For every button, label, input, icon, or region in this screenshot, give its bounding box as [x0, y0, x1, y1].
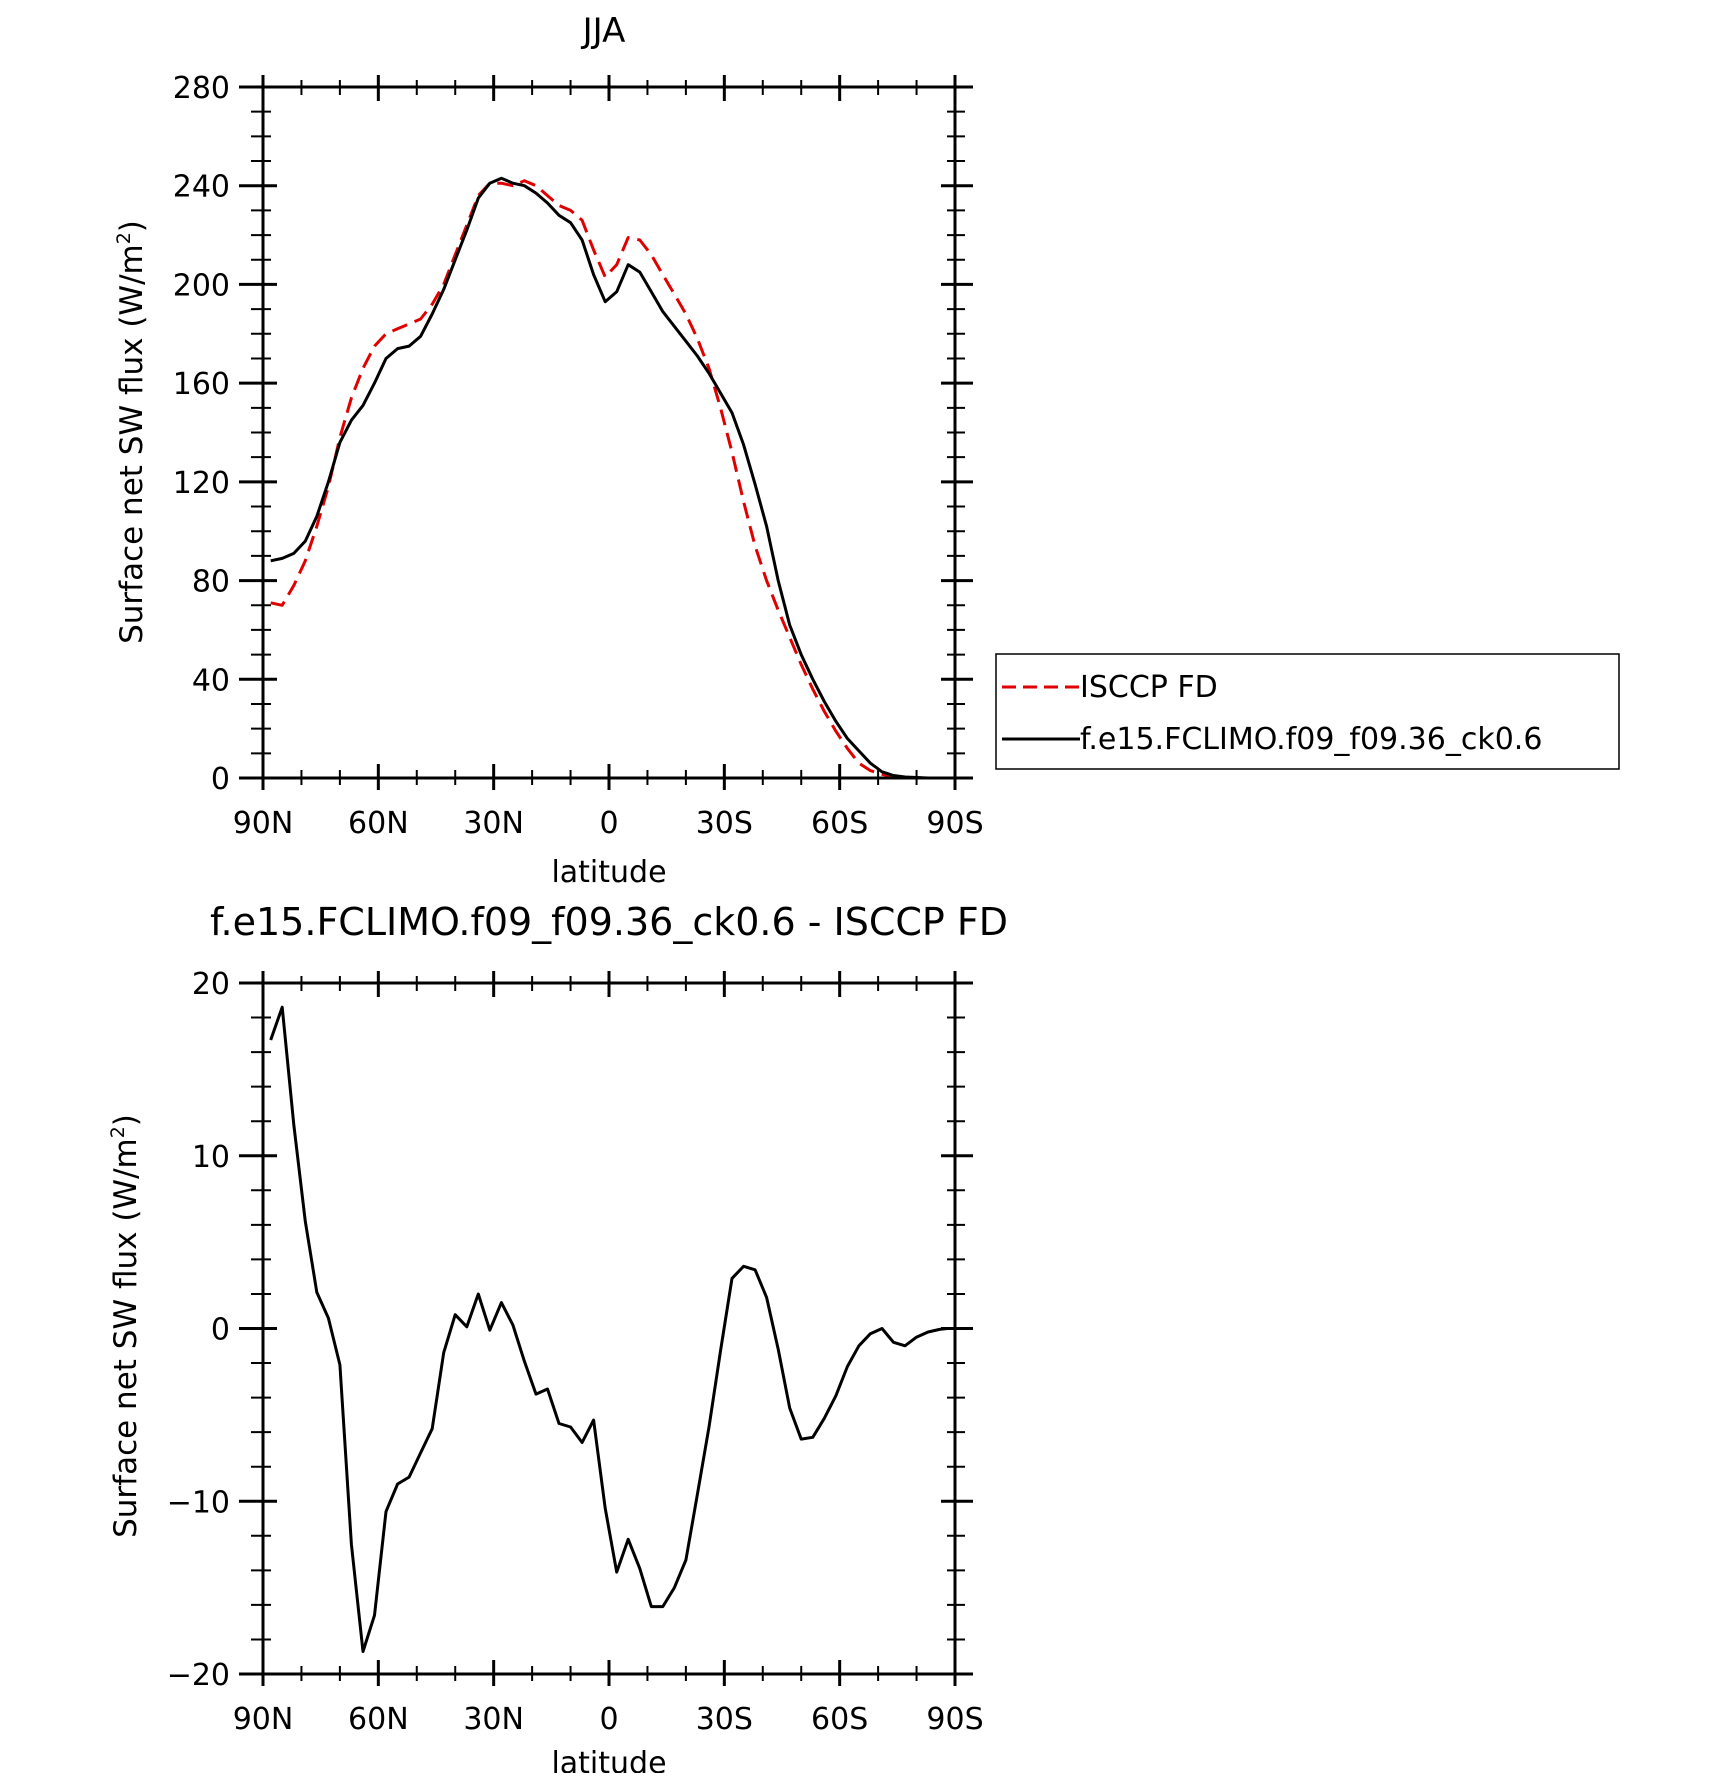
bottom-chart-series — [269, 1005, 948, 1653]
top-y-axis-label-text: Surface net SW flux (W/m — [114, 244, 150, 644]
bottom-y-axis-label: Surface net SW flux (W/m2) — [107, 1114, 144, 1538]
top-y-axis-label-close: ) — [114, 220, 150, 232]
top-y-axis-label-sup: 2 — [113, 232, 135, 244]
x-tick-label: 30N — [463, 806, 524, 841]
x-tick-label: 60N — [348, 1702, 409, 1737]
y-tick-label: 160 — [173, 367, 230, 402]
y-tick-label: 120 — [173, 466, 230, 501]
y-tick-label: 280 — [173, 71, 230, 106]
x-tick-label: 30S — [696, 806, 753, 841]
y-tick-label: 240 — [173, 170, 230, 205]
x-tick-label: 30N — [463, 1702, 524, 1737]
top-chart-ticks — [239, 75, 973, 790]
legend-label-model: f.e15.FCLIMO.f09_f09.36_ck0.6 — [1080, 722, 1542, 757]
bottom-y-tick-labels: −20 −10 0 10 20 — [167, 967, 230, 1693]
y-tick-label: 200 — [173, 268, 230, 303]
y-tick-label: −20 — [167, 1658, 230, 1693]
series-line-isccp-fd — [270, 179, 948, 780]
y-tick-label: 0 — [211, 762, 230, 797]
bottom-x-axis-label: latitude — [551, 1746, 666, 1773]
bottom-chart-ticks — [239, 971, 973, 1686]
x-tick-label: 90N — [233, 806, 294, 841]
y-tick-label: 80 — [192, 565, 230, 600]
bottom-y-axis-label-text: Surface net SW flux (W/m — [108, 1138, 144, 1538]
x-tick-label: 60S — [811, 1702, 868, 1737]
x-tick-label: 0 — [599, 1702, 618, 1737]
x-tick-label: 60S — [811, 806, 868, 841]
y-tick-label: 20 — [192, 967, 230, 1002]
top-x-axis-label: latitude — [551, 855, 666, 890]
x-tick-label: 0 — [599, 806, 618, 841]
top-x-tick-labels: 90N 60N 30N 0 30S 60S 90S — [233, 806, 984, 841]
bottom-y-axis-label-close: ) — [108, 1114, 144, 1126]
bottom-chart-title: f.e15.FCLIMO.f09_f09.36_ck0.6 - ISCCP FD — [210, 900, 1008, 944]
top-chart: JJA 90N 60N 30N 0 30S 60S 90S 0 40 80 120 160 200 24… — [113, 11, 1620, 890]
legend: ISCCP FD f.e15.FCLIMO.f09_f09.36_ck0.6 — [995, 653, 1620, 770]
x-tick-label: 90N — [233, 1702, 294, 1737]
series-line-model — [270, 176, 948, 780]
bottom-x-tick-labels: 90N 60N 30N 0 30S 60S 90S — [233, 1702, 984, 1737]
top-chart-title: JJA — [581, 11, 626, 51]
y-tick-label: 0 — [211, 1313, 230, 1348]
top-y-tick-labels: 0 40 80 120 160 200 240 280 — [173, 71, 230, 797]
bottom-y-axis-label-sup: 2 — [107, 1126, 129, 1138]
y-tick-label: −10 — [167, 1485, 230, 1520]
y-tick-label: 40 — [192, 663, 230, 698]
bottom-plot-frame — [261, 981, 957, 1676]
y-tick-label: 10 — [192, 1140, 230, 1175]
series-line-difference — [269, 1005, 948, 1653]
legend-box — [995, 653, 1620, 770]
top-plot-frame — [261, 85, 957, 780]
x-tick-label: 90S — [926, 1702, 983, 1737]
x-tick-label: 30S — [696, 1702, 753, 1737]
x-tick-label: 90S — [926, 806, 983, 841]
bottom-chart: f.e15.FCLIMO.f09_f09.36_ck0.6 - ISCCP FD… — [107, 900, 1008, 1773]
top-chart-series — [270, 176, 948, 780]
legend-label-isccp: ISCCP FD — [1080, 670, 1218, 705]
x-tick-label: 60N — [348, 806, 409, 841]
top-y-axis-label: Surface net SW flux (W/m2) — [113, 220, 150, 644]
